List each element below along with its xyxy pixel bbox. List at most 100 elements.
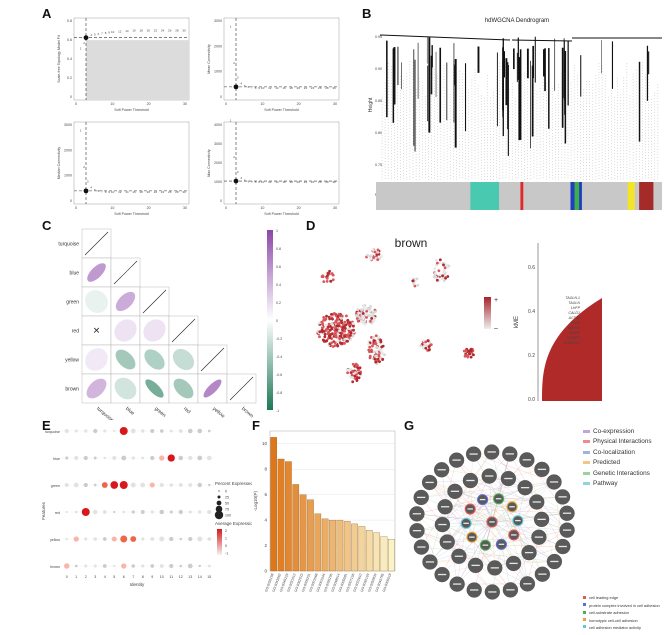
go-term-bar	[285, 461, 292, 572]
diagonal-line	[84, 231, 109, 256]
umap-cell-point	[335, 328, 338, 332]
umap-cell-point	[374, 334, 378, 338]
function-legend-item: homotypic cell-cell adhesion	[583, 618, 669, 623]
expression-dot	[197, 455, 203, 461]
expression-dot	[178, 429, 183, 433]
expression-dot	[121, 563, 127, 569]
power-label: 10	[111, 190, 115, 194]
network-edge	[489, 475, 568, 531]
network-edge	[429, 552, 530, 563]
umap-cell-point	[374, 342, 378, 346]
power-label: 8	[105, 31, 107, 35]
power-label: 1	[230, 119, 232, 123]
gene-node-label	[417, 546, 426, 548]
power-label: 22	[304, 86, 308, 90]
expression-dot	[207, 564, 211, 568]
expression-dot	[93, 456, 97, 460]
go-term-label: GO:0022610	[352, 573, 362, 593]
expression-dot	[102, 510, 107, 514]
umap-cell-point	[351, 322, 355, 325]
umap-cell-point	[379, 349, 383, 353]
function-legend-item: cell-substrate adhesion	[583, 610, 669, 615]
umap-cell-point	[325, 276, 329, 280]
umap-cell-point	[433, 267, 437, 270]
y-tick: 0.2	[67, 76, 72, 80]
network-edge	[491, 451, 514, 536]
correlation-color-scale	[267, 230, 273, 410]
expression-dot	[141, 537, 145, 541]
power-label: 24	[161, 29, 165, 33]
network-edge	[491, 521, 528, 584]
expression-dot	[169, 483, 174, 487]
umap-cell-point	[362, 314, 365, 318]
umap-cell-point	[333, 341, 337, 345]
correlation-cell	[81, 315, 112, 346]
dendrogram-title: hdWGCNA Dendrogram	[485, 18, 549, 24]
module-color-bar	[579, 182, 582, 210]
umap-cell-point	[343, 341, 346, 345]
umap-cell-point	[370, 336, 373, 339]
umap-cell-point	[333, 344, 337, 347]
y-tick: 6	[264, 492, 267, 497]
go-ylabel: -Log10(P)	[253, 490, 258, 511]
expression-dot	[64, 483, 69, 487]
network-edge	[489, 476, 493, 523]
column-module-label: blue	[124, 406, 135, 417]
umap-cell-point	[363, 319, 367, 323]
umap-cell-point	[343, 320, 347, 324]
go-term-bar	[387, 539, 395, 572]
network-edge	[457, 521, 493, 585]
x-tick: 20	[147, 102, 151, 106]
umap-cell-point	[320, 320, 324, 324]
expression-dot	[103, 456, 106, 460]
power-label: 14	[275, 86, 279, 90]
axis-xlabel: Soft Power Threshold	[264, 212, 299, 215]
gene-node-label	[537, 468, 547, 471]
expression-dot	[84, 429, 88, 433]
expression-dot	[65, 537, 68, 541]
expression-dot	[159, 455, 165, 461]
x-tick: 10	[260, 102, 264, 106]
average-legend-label: 0	[225, 544, 227, 548]
umap-cell-point	[376, 258, 380, 262]
umap-cell-point	[321, 326, 324, 330]
y-tick: 0.4	[67, 57, 72, 61]
correlation-ellipse	[86, 378, 107, 399]
umap-cell-point	[356, 366, 360, 370]
correlation-ellipse	[203, 379, 222, 398]
x-tick: 20	[147, 206, 151, 210]
network-edge	[470, 480, 476, 566]
correlation-ellipse	[172, 348, 195, 371]
power-label: 30	[182, 190, 186, 194]
umap-cell-point	[374, 360, 378, 364]
expression-dot	[83, 482, 88, 488]
umap-cell-point	[369, 309, 372, 313]
umap-cell-point	[360, 308, 364, 312]
expression-dot	[74, 510, 78, 514]
colorbar-tick: 0.4	[276, 283, 281, 287]
correlation-ellipse	[145, 379, 164, 398]
expression-dot	[159, 482, 164, 488]
gene-node-label	[454, 555, 464, 557]
umap-cell-point	[426, 339, 430, 343]
kme-ytick: 0.6	[528, 265, 535, 271]
expression-dot	[65, 510, 68, 514]
diagonal-line	[142, 289, 167, 314]
gene-node-label	[558, 496, 567, 498]
expression-dot	[103, 429, 107, 433]
network-edge	[470, 508, 568, 514]
correlation-ellipse	[115, 349, 136, 370]
row-module-label: green	[66, 300, 79, 306]
umap-cell-point	[338, 341, 342, 345]
colorbar-tick: -0.6	[276, 373, 282, 377]
module-colors-track	[376, 182, 662, 210]
gene-node-label	[471, 564, 480, 567]
umap-cell-point	[427, 348, 431, 352]
umap-cell-point	[434, 271, 437, 275]
expression-dot	[119, 481, 128, 489]
expression-dot	[131, 456, 135, 460]
power-label: 4	[240, 82, 242, 86]
umap-cell-point	[366, 253, 369, 257]
umap-cell-point	[372, 319, 376, 323]
umap-cell-point	[364, 313, 368, 317]
